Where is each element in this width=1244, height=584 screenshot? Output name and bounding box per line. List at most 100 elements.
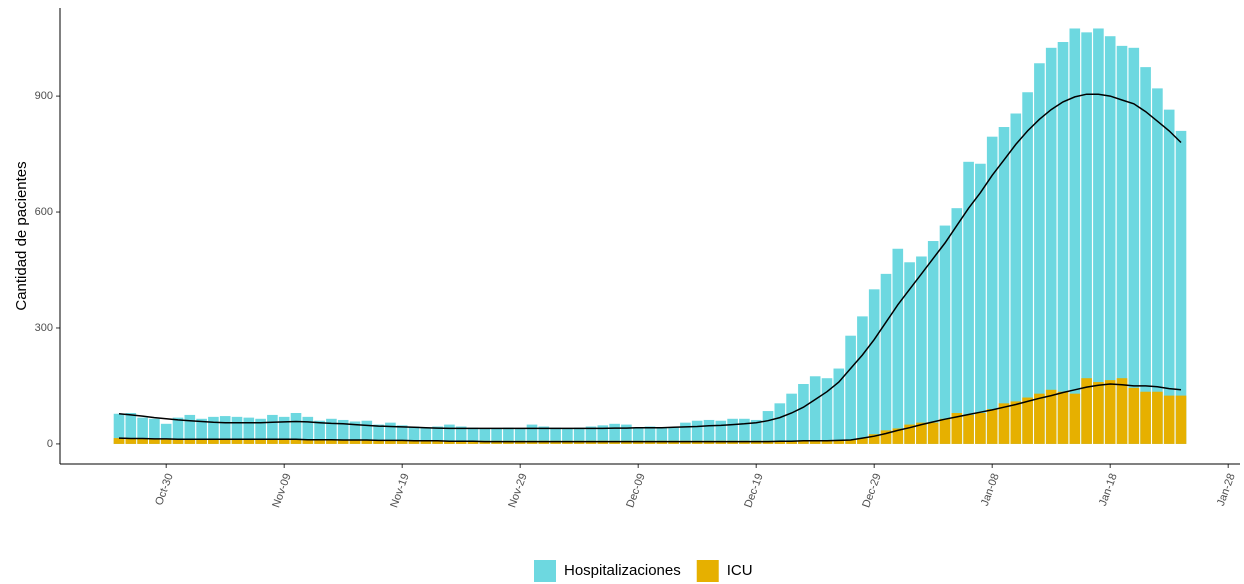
bar: [632, 440, 644, 444]
bar: [644, 426, 656, 444]
bar: [774, 403, 786, 444]
bar: [868, 289, 880, 444]
bar: [951, 208, 963, 444]
bar: [137, 417, 148, 444]
bar: [975, 163, 986, 444]
bar: [1093, 28, 1104, 444]
bar: [444, 424, 455, 444]
bar: [998, 403, 1010, 444]
bar: [1034, 63, 1045, 444]
bar: [573, 427, 585, 444]
bar: [385, 422, 396, 444]
bar: [479, 440, 491, 444]
bar: [668, 440, 679, 444]
bar: [975, 412, 986, 444]
bar: [243, 438, 255, 444]
bar: [833, 440, 845, 444]
bar: [833, 368, 845, 444]
bar: [290, 412, 302, 444]
bar: [172, 417, 184, 444]
bar: [845, 335, 856, 444]
bar: [514, 428, 526, 444]
legend-key: [534, 560, 556, 582]
bar: [1163, 109, 1175, 444]
bar: [597, 440, 609, 444]
bar: [149, 418, 160, 444]
legend-key: [696, 560, 719, 582]
bar: [526, 424, 538, 444]
bar: [1057, 42, 1069, 444]
bar: [632, 427, 644, 444]
bar: [373, 424, 384, 444]
bar: [149, 439, 160, 444]
bar: [939, 225, 951, 444]
bar: [715, 440, 727, 444]
bar: [160, 439, 172, 444]
bar: [1163, 395, 1175, 444]
x-tick-label: Jan-08: [979, 472, 1002, 508]
bar: [550, 440, 561, 444]
bar: [219, 439, 231, 444]
bar: [526, 440, 538, 444]
bar: [550, 427, 561, 444]
bar: [691, 440, 703, 444]
bar: [467, 427, 479, 444]
bar: [916, 422, 927, 444]
bar: [562, 428, 573, 444]
bar: [809, 376, 821, 444]
bar: [396, 440, 408, 444]
bar: [420, 440, 432, 444]
bar: [892, 428, 904, 444]
x-tick-label: Nov-29: [506, 472, 529, 509]
x-tick-label: Jan-18: [1097, 472, 1120, 508]
bar: [1057, 391, 1069, 444]
bar: [243, 417, 255, 444]
bar: [125, 412, 137, 444]
bar: [408, 426, 420, 444]
bar: [880, 430, 892, 444]
bar: [750, 419, 762, 444]
bar: [916, 256, 927, 444]
bar: [1104, 380, 1116, 444]
bar: [562, 440, 573, 444]
bar: [609, 440, 620, 444]
bar: [491, 440, 502, 444]
bar: [786, 440, 797, 444]
bar: [349, 421, 361, 444]
bar: [845, 440, 856, 444]
bar: [184, 439, 196, 444]
bar: [573, 440, 585, 444]
bar: [963, 161, 974, 444]
bar: [361, 440, 373, 444]
bar: [361, 420, 373, 444]
bar: [432, 440, 443, 444]
y-tick-label: 300: [35, 322, 53, 334]
bar: [786, 393, 797, 444]
bar: [231, 416, 243, 444]
bar: [1093, 382, 1104, 444]
bar: [420, 427, 432, 444]
bar: [278, 416, 290, 444]
bar: [255, 438, 266, 444]
bar: [1128, 47, 1140, 444]
bar: [762, 440, 774, 444]
bar: [1069, 28, 1081, 444]
bar: [1175, 395, 1187, 444]
x-tick-label: Nov-19: [388, 472, 411, 509]
bar: [479, 428, 491, 444]
bar: [927, 422, 939, 444]
bar: [1140, 391, 1151, 444]
bar: [1116, 45, 1128, 444]
bar: [290, 439, 302, 444]
bar: [1045, 47, 1057, 444]
bar: [503, 427, 514, 444]
bar: [1081, 32, 1092, 444]
y-tick-label: 0: [47, 438, 53, 450]
bar: [373, 440, 384, 444]
bar: [1034, 393, 1045, 444]
bar: [904, 424, 915, 444]
bar: [644, 440, 656, 444]
bar: [715, 420, 727, 444]
bar: [739, 418, 750, 444]
